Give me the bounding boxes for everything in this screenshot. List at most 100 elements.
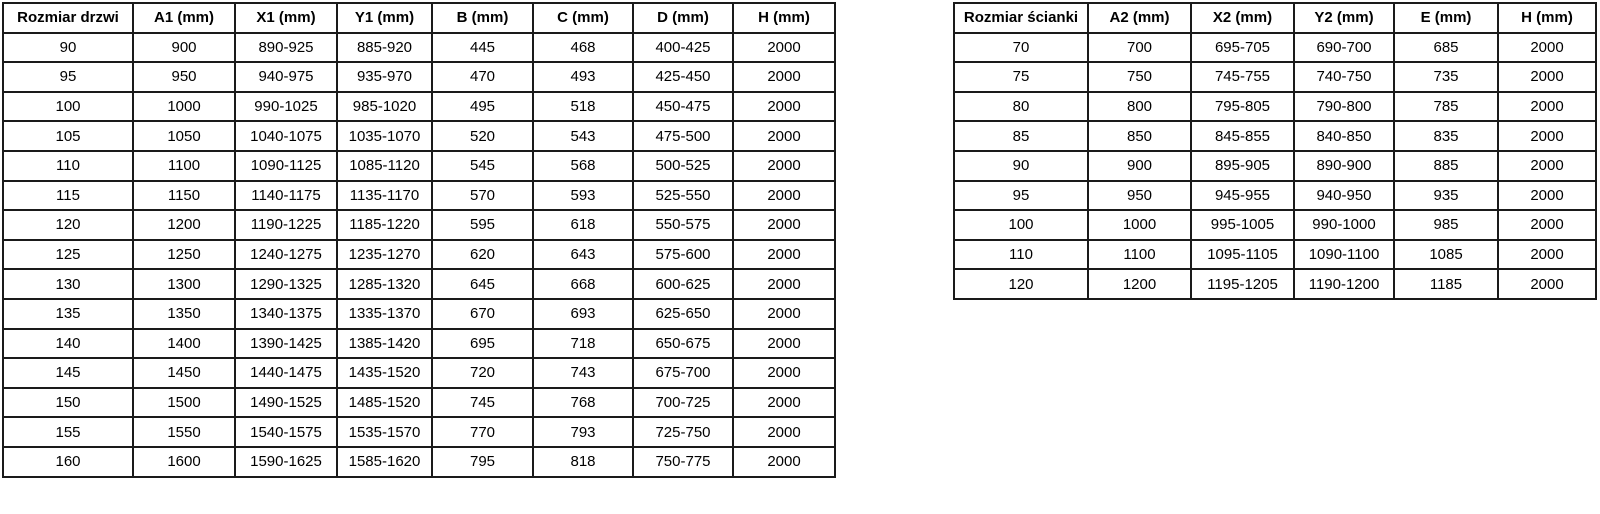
table-cell: 468 bbox=[532, 31, 634, 64]
table-cell: 1540-1575 bbox=[234, 416, 338, 448]
table-cell: 1440-1475 bbox=[234, 357, 338, 389]
table-cell: 985 bbox=[1393, 209, 1499, 241]
table-cell: 695-705 bbox=[1190, 31, 1295, 64]
table-cell: 1335-1370 bbox=[336, 297, 433, 330]
table-cell: 85 bbox=[953, 120, 1089, 152]
table-cell: 593 bbox=[532, 179, 634, 212]
table-cell: 1500 bbox=[132, 386, 236, 419]
table-cell: 670 bbox=[431, 297, 534, 330]
table-cell: 160 bbox=[2, 445, 134, 478]
table-cell: 495 bbox=[431, 90, 534, 123]
table-cell: 145 bbox=[2, 357, 134, 389]
table-row: 125 1250 1240-1275 1235-1270 620 643 575-600 20… bbox=[2, 238, 836, 271]
table-cell: 940-975 bbox=[234, 61, 338, 93]
table-cell: 493 bbox=[532, 61, 634, 93]
table-row: 90 900 895-905 890-900 885 2000 bbox=[953, 149, 1597, 182]
table-row: 90 900 890-925 885-920 445 468 400-425 2000 bbox=[2, 31, 836, 64]
table-row: 95 950 945-955 940-950 935 2000 bbox=[953, 179, 1597, 212]
table-cell: 2000 bbox=[732, 297, 836, 330]
table-cell: 1095-1105 bbox=[1190, 238, 1295, 271]
table-cell: 115 bbox=[2, 179, 134, 212]
table-cell: 550-575 bbox=[632, 209, 734, 241]
column-header: E (mm) bbox=[1393, 2, 1499, 34]
table-cell: 650-675 bbox=[632, 327, 734, 360]
table-cell: 120 bbox=[953, 268, 1089, 300]
table-cell: 1450 bbox=[132, 357, 236, 389]
table-cell: 2000 bbox=[1497, 209, 1597, 241]
column-header: H (mm) bbox=[732, 2, 836, 34]
table-cell: 990-1000 bbox=[1293, 209, 1395, 241]
table-cell: 2000 bbox=[1497, 238, 1597, 271]
table-cell: 693 bbox=[532, 297, 634, 330]
table-row: 85 850 845-855 840-850 835 2000 bbox=[953, 120, 1597, 152]
table-cell: 768 bbox=[532, 386, 634, 419]
table-row: 95 950 940-975 935-970 470 493 425-450 2000 bbox=[2, 61, 836, 93]
table-cell: 1090-1100 bbox=[1293, 238, 1395, 271]
table-row: 135 1350 1340-1375 1335-1370 670 693 625-650 20… bbox=[2, 297, 836, 330]
table-cell: 1290-1325 bbox=[234, 268, 338, 300]
table-cell: 75 bbox=[953, 61, 1089, 93]
table-cell: 120 bbox=[2, 209, 134, 241]
table-cell: 718 bbox=[532, 327, 634, 360]
table-cell: 2000 bbox=[732, 386, 836, 419]
table-cell: 150 bbox=[2, 386, 134, 419]
table-cell: 700 bbox=[1087, 31, 1192, 64]
table-row: 105 1050 1040-1075 1035-1070 520 543 475-500 20… bbox=[2, 120, 836, 152]
table-row: 110 1100 1095-1105 1090-1100 1085 2000 bbox=[953, 238, 1597, 271]
column-header: Rozmiar ścianki bbox=[953, 2, 1089, 34]
column-header: Y2 (mm) bbox=[1293, 2, 1395, 34]
door-sizes-table: Rozmiar drzwi A1 (mm) X1 (mm) Y1 (mm) B (mm)… bbox=[2, 2, 836, 478]
table-cell: 900 bbox=[132, 31, 236, 64]
table-cell: 1600 bbox=[132, 445, 236, 478]
table-cell: 1490-1525 bbox=[234, 386, 338, 419]
table-cell: 625-650 bbox=[632, 297, 734, 330]
table-cell: 2000 bbox=[732, 445, 836, 478]
table-cell: 745-755 bbox=[1190, 61, 1295, 93]
table-cell: 790-800 bbox=[1293, 90, 1395, 123]
table-cell: 2000 bbox=[732, 61, 836, 93]
table-cell: 95 bbox=[953, 179, 1089, 212]
table-cell: 885-920 bbox=[336, 31, 433, 64]
table-cell: 743 bbox=[532, 357, 634, 389]
table-cell: 785 bbox=[1393, 90, 1499, 123]
table-cell: 1485-1520 bbox=[336, 386, 433, 419]
table-cell: 1000 bbox=[1087, 209, 1192, 241]
table-cell: 725-750 bbox=[632, 416, 734, 448]
table-cell: 645 bbox=[431, 268, 534, 300]
table-cell: 95 bbox=[2, 61, 134, 93]
table-cell: 110 bbox=[2, 149, 134, 182]
table-cell: 1550 bbox=[132, 416, 236, 448]
table-cell: 940-950 bbox=[1293, 179, 1395, 212]
table-cell: 575-600 bbox=[632, 238, 734, 271]
table-cell: 685 bbox=[1393, 31, 1499, 64]
table-row: 100 1000 995-1005 990-1000 985 2000 bbox=[953, 209, 1597, 241]
table-row: 155 1550 1540-1575 1535-1570 770 793 725-750 20… bbox=[2, 416, 836, 448]
table-cell: 2000 bbox=[732, 416, 836, 448]
table-row: 75 750 745-755 740-750 735 2000 bbox=[953, 61, 1597, 93]
table-cell: 2000 bbox=[1497, 120, 1597, 152]
table-cell: 1535-1570 bbox=[336, 416, 433, 448]
table-cell: 618 bbox=[532, 209, 634, 241]
table-cell: 735 bbox=[1393, 61, 1499, 93]
table-cell: 1385-1420 bbox=[336, 327, 433, 360]
table-cell: 1350 bbox=[132, 297, 236, 330]
table-cell: 1185-1220 bbox=[336, 209, 433, 241]
table-cell: 1200 bbox=[132, 209, 236, 241]
table-cell: 2000 bbox=[1497, 149, 1597, 182]
table-cell: 90 bbox=[2, 31, 134, 64]
table-cell: 745 bbox=[431, 386, 534, 419]
table-cell: 140 bbox=[2, 327, 134, 360]
table-cell: 2000 bbox=[732, 357, 836, 389]
table-row: 110 1100 1090-1125 1085-1120 545 568 500-525 20… bbox=[2, 149, 836, 182]
table-cell: 600-625 bbox=[632, 268, 734, 300]
table-cell: 80 bbox=[953, 90, 1089, 123]
table-cell: 770 bbox=[431, 416, 534, 448]
table-cell: 570 bbox=[431, 179, 534, 212]
table-row: 150 1500 1490-1525 1485-1520 745 768 700-725 20… bbox=[2, 386, 836, 419]
table-cell: 695 bbox=[431, 327, 534, 360]
column-header: A1 (mm) bbox=[132, 2, 236, 34]
table-cell: 500-525 bbox=[632, 149, 734, 182]
table-cell: 568 bbox=[532, 149, 634, 182]
table-cell: 2000 bbox=[732, 179, 836, 212]
